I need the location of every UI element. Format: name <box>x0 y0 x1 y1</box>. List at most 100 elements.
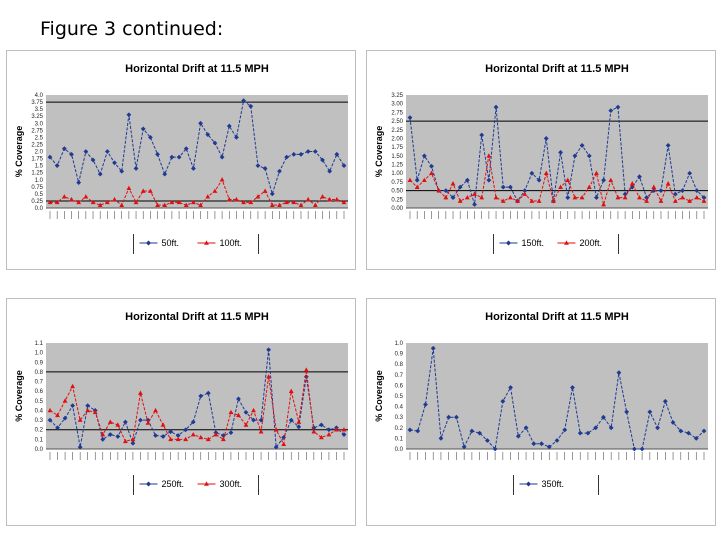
data-point <box>543 170 549 176</box>
data-point <box>133 166 139 171</box>
data-point <box>107 432 113 437</box>
y-tick-label: 1.75 <box>31 157 43 163</box>
y-tick-label: 1.25 <box>391 163 403 169</box>
data-point <box>414 177 420 183</box>
data-point <box>47 407 53 413</box>
data-point <box>464 194 470 200</box>
data-point <box>615 104 621 110</box>
data-point <box>243 422 249 427</box>
data-point <box>183 146 189 152</box>
data-point <box>266 347 272 353</box>
data-point <box>205 194 211 199</box>
data-point <box>212 140 218 146</box>
y-tick-label: 0.25 <box>391 197 403 203</box>
data-point <box>258 429 264 434</box>
data-point <box>616 370 622 376</box>
data-point <box>138 390 143 395</box>
data-point <box>334 196 340 202</box>
data-point <box>183 436 189 442</box>
chart-title: Horizontal Drift at 11.5 MPH <box>485 63 629 75</box>
data-point <box>694 194 700 200</box>
y-tick-label: 0.8 <box>35 370 44 376</box>
data-point <box>622 194 628 200</box>
data-point <box>112 196 117 202</box>
data-point <box>551 198 556 203</box>
data-point <box>327 196 333 202</box>
data-point <box>273 444 279 450</box>
data-point <box>312 149 318 154</box>
y-tick-label: 0.6 <box>395 383 404 389</box>
y-tick-label: 1.1 <box>35 341 44 347</box>
data-point <box>298 151 304 157</box>
data-point <box>639 446 645 452</box>
data-point <box>546 444 552 450</box>
data-point <box>585 430 591 436</box>
data-point <box>693 436 699 441</box>
data-point <box>228 430 234 436</box>
data-point <box>90 157 96 163</box>
chart-panel-50-100ft: Horizontal Drift at 11.5 MPH 0.0 0.25 0.5 0.… <box>6 50 356 270</box>
data-point <box>523 425 529 431</box>
data-point <box>212 188 218 193</box>
legend-marker <box>526 481 531 487</box>
data-point <box>70 383 76 389</box>
y-tick-label: 0.50 <box>391 189 403 195</box>
data-point <box>477 430 483 436</box>
data-point <box>678 428 684 434</box>
series-line-50ft <box>49 99 345 196</box>
data-point <box>147 134 153 140</box>
data-point <box>126 185 132 191</box>
data-point <box>241 199 247 205</box>
data-point <box>298 202 304 207</box>
data-point <box>251 407 256 413</box>
y-tick-label: 0.5 <box>35 192 44 198</box>
data-point <box>500 198 506 203</box>
y-tick-label: 1.50 <box>391 154 403 160</box>
data-point <box>69 196 74 202</box>
y-tick-label: 0.7 <box>35 380 44 386</box>
data-point <box>558 184 563 189</box>
data-point <box>54 199 60 205</box>
legend-label: 350ft. <box>542 479 565 489</box>
data-point <box>190 419 196 425</box>
legend-label: 150ft. <box>522 238 545 248</box>
y-tick-label: 0.4 <box>395 405 404 411</box>
data-point <box>341 432 347 437</box>
data-point <box>450 195 456 200</box>
data-point <box>198 120 203 126</box>
data-point <box>273 427 279 432</box>
y-tick-label: 0.0 <box>395 447 404 453</box>
data-point <box>608 108 614 114</box>
data-point <box>162 171 168 177</box>
y-tick-label: 0.3 <box>35 418 44 424</box>
data-point <box>450 181 456 186</box>
data-point <box>644 198 650 203</box>
data-point <box>624 409 630 415</box>
data-point <box>291 199 297 205</box>
y-tick-label: 0.9 <box>395 352 404 358</box>
y-tick-label: 1.75 <box>391 145 403 151</box>
data-point <box>138 417 143 423</box>
data-point <box>115 434 121 439</box>
data-point <box>665 143 671 148</box>
data-point <box>70 403 76 409</box>
y-tick-label: 0.75 <box>391 180 403 186</box>
data-point <box>296 419 302 424</box>
data-point <box>662 398 668 404</box>
data-point <box>169 154 175 160</box>
data-point <box>486 153 492 158</box>
chart-title: Horizontal Drift at 11.5 MPH <box>125 311 269 323</box>
data-point <box>92 409 98 415</box>
data-point <box>62 398 68 403</box>
data-point <box>262 188 268 193</box>
y-tick-label: 3.75 <box>31 100 43 106</box>
data-point <box>507 194 513 200</box>
y-tick-label: 2.25 <box>31 142 43 148</box>
data-point <box>318 422 324 428</box>
data-point <box>266 374 272 379</box>
data-point <box>175 433 181 438</box>
data-point <box>277 202 282 207</box>
data-point <box>228 409 234 415</box>
data-point <box>562 427 568 433</box>
y-tick-label: 0.6 <box>35 389 44 395</box>
